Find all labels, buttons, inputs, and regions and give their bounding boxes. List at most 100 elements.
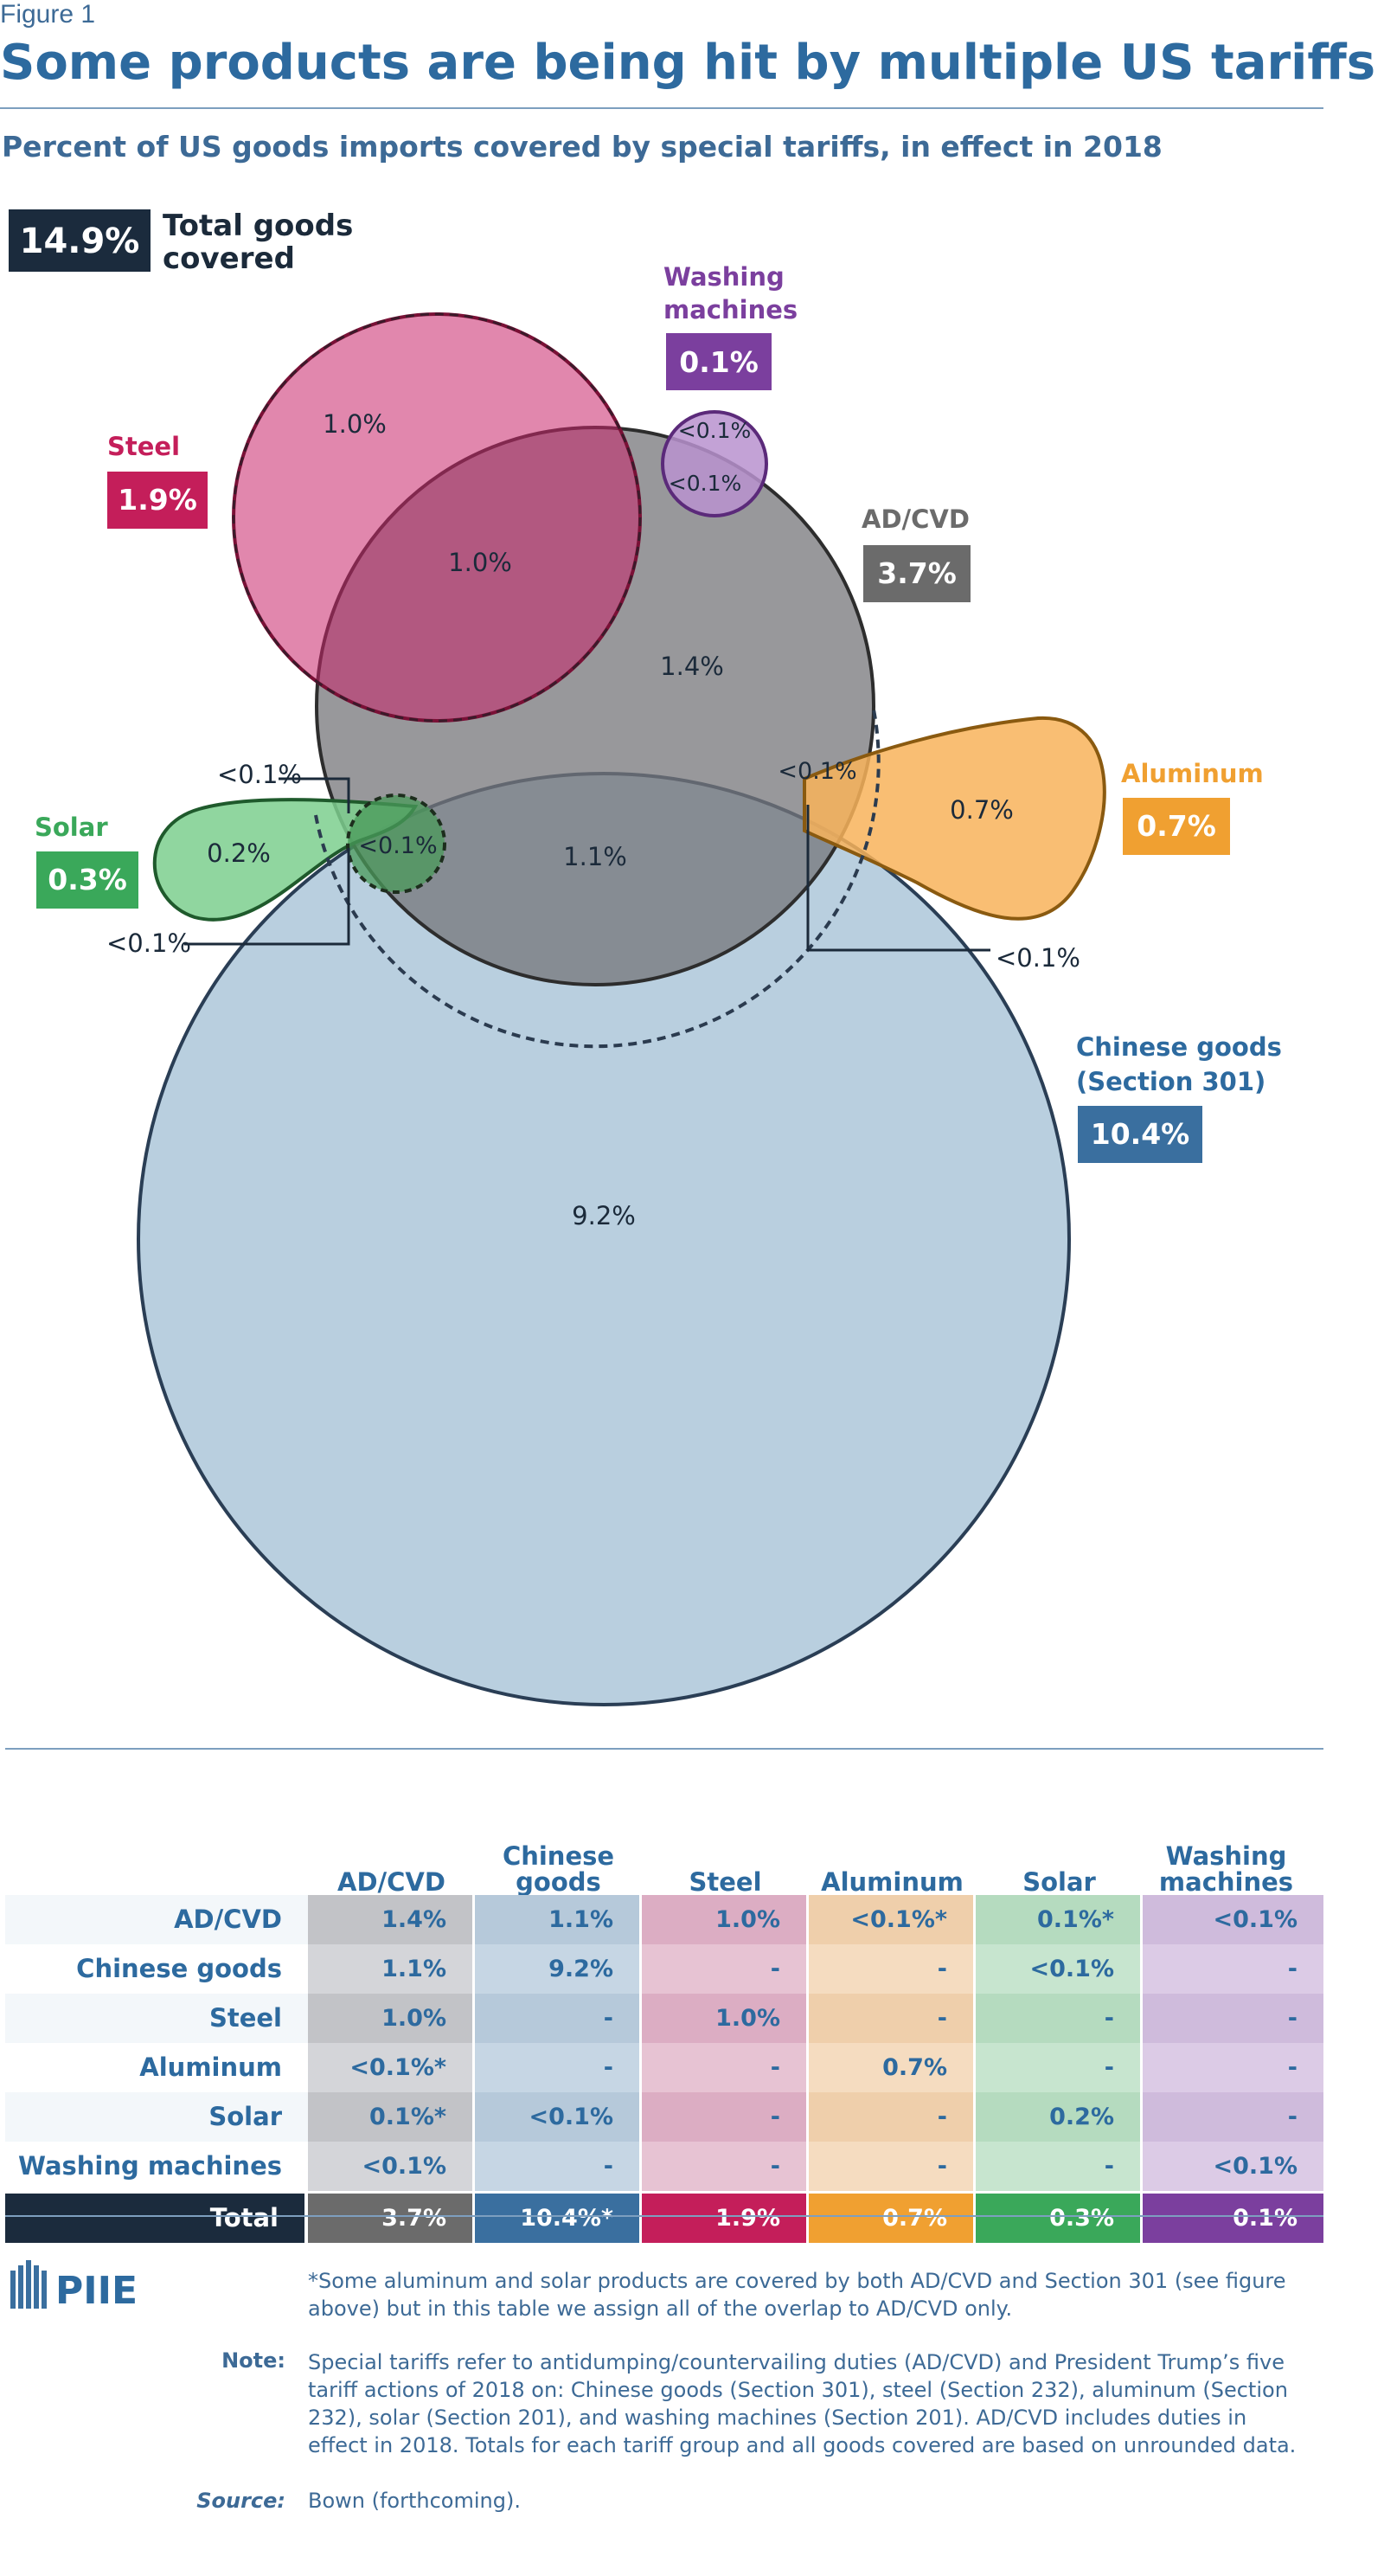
table-cell: -: [1143, 1994, 1323, 2043]
aluminum-label: Aluminum: [1121, 759, 1264, 788]
table-cell: -: [475, 2043, 639, 2092]
total-cell: 0.3%: [976, 2194, 1140, 2243]
region-washing-adcvd: <0.1%: [669, 471, 741, 496]
table-cell: -: [1143, 2092, 1323, 2142]
table-cell: <0.1%*: [809, 1895, 973, 1944]
table-cell: -: [642, 2092, 806, 2142]
aluminum-value-box: [1123, 798, 1230, 855]
column-header-line: Washing: [1165, 1841, 1287, 1871]
table-bottom-rule: [5, 2215, 1323, 2217]
region-washing-only: <0.1%: [678, 418, 751, 443]
table-cell: -: [976, 1994, 1140, 2043]
row-label: AD/CVD: [5, 1895, 308, 1944]
region-steel-adcvd: 1.0%: [448, 548, 512, 577]
table-cell: <0.1%: [1143, 2142, 1323, 2191]
region-adcvd-chinese: 1.1%: [563, 842, 627, 871]
chart-title: Some products are being hit by multiple …: [0, 35, 1376, 91]
table-row: Chinese goods 1.1% 9.2% - - <0.1% -: [5, 1944, 1323, 1994]
washing-label-2: machines: [663, 295, 798, 324]
table-cell: <0.1%*: [308, 2043, 472, 2092]
table-row: Solar 0.1%* <0.1% - -0.2% -: [5, 2092, 1323, 2142]
total-badge-box: [9, 209, 151, 272]
table-cell: -: [809, 1994, 973, 2043]
region-adcvd-only: 1.4%: [660, 652, 724, 681]
table-cell: -: [976, 2043, 1140, 2092]
region-chinese-only: 9.2%: [572, 1201, 636, 1230]
column-header: Washing machines: [1143, 1843, 1310, 1895]
solar-value-box: [36, 851, 138, 909]
aluminum-value: 0.7%: [1137, 809, 1216, 843]
steel-label: Steel: [107, 432, 180, 461]
source-text: Bown (forthcoming).: [308, 2489, 521, 2513]
solar-adcvd-overlap: [346, 793, 446, 894]
total-cell: 0.7%: [809, 2194, 973, 2243]
leader-line-solar-1: [279, 777, 350, 813]
table-cell: 0.2%: [976, 2092, 1140, 2142]
region-aluminum-chinese: <0.1%: [996, 943, 1080, 973]
region-solar-adcvd-chinese: <0.1%: [358, 832, 437, 859]
table-cell: -: [809, 1944, 973, 1994]
region-adcvd-chinese-aluminum: <0.1%: [778, 758, 856, 785]
table-cell: 1.0%: [642, 1895, 806, 1944]
row-label: Steel: [5, 1994, 308, 2043]
table-cell: -: [642, 2043, 806, 2092]
note-label: Note:: [221, 2348, 285, 2373]
row-label: Chinese goods: [5, 1944, 308, 1994]
column-header-line: AD/CVD: [337, 1867, 445, 1897]
table-cell: -: [809, 2142, 973, 2191]
table-cell: 9.2%: [475, 1944, 639, 1994]
washing-label-1: Washing: [663, 262, 785, 292]
piie-logo: PIIE: [10, 2260, 138, 2313]
chinese-label-1: Chinese goods: [1076, 1032, 1282, 1062]
figure-label: Figure 1: [0, 0, 96, 29]
table-cell: -: [1143, 1944, 1323, 1994]
table-cell: -: [475, 2142, 639, 2191]
column-header-line: Steel: [689, 1867, 762, 1897]
region-solar-adcvd: <0.1%: [217, 760, 302, 789]
table-cell: -: [976, 2142, 1140, 2191]
source-label: Source:: [196, 2489, 285, 2513]
total-badge-label-1: Total goods: [163, 209, 353, 243]
table-row: Washing machines <0.1% - - - - <0.1%: [5, 2142, 1323, 2191]
table-row: Aluminum <0.1%* - -0.7% - -: [5, 2043, 1323, 2092]
table-cell: <0.1%: [1143, 1895, 1323, 1944]
column-header-line: Chinese: [502, 1841, 615, 1871]
note-text: Special tariffs refer to antidumping/cou…: [308, 2350, 1297, 2457]
column-header-line: machines: [1158, 1867, 1294, 1897]
steel-value: 1.9%: [118, 483, 197, 517]
table-row: AD/CVD 1.4% 1.1% 1.0% <0.1%* 0.1%* <0.1%: [5, 1895, 1323, 1944]
chinese-value-box: [1078, 1106, 1202, 1163]
leader-line-solar-2: [184, 848, 350, 946]
table-top-rule: [5, 1748, 1323, 1750]
chart-subtitle: Percent of US goods imports covered by s…: [2, 130, 1163, 164]
column-header-line: goods: [516, 1867, 601, 1897]
region-solar-only: 0.2%: [207, 838, 271, 868]
column-header-line: Aluminum: [821, 1867, 964, 1897]
solar-value: 0.3%: [48, 863, 127, 896]
row-label: Aluminum: [5, 2043, 308, 2092]
table-header: AD/CVD Chinese goods Steel Aluminum Solar Wash…: [5, 1783, 1323, 1895]
total-badge-value: 14.9%: [20, 222, 140, 261]
column-header: Steel: [642, 1869, 809, 1895]
solar-label: Solar: [35, 813, 108, 842]
total-label: Total: [5, 2194, 304, 2243]
total-cell: 10.4%*: [475, 2194, 639, 2243]
washing-circle: [661, 410, 768, 517]
table-footnote: *Some aluminum and solar products are co…: [308, 2269, 1286, 2321]
chinese-label-2: (Section 301): [1076, 1067, 1265, 1096]
table-cell: -: [475, 1994, 639, 2043]
table-cell: 1.0%: [308, 1994, 472, 2043]
washing-value-box: [666, 333, 772, 390]
aluminum-blob: [803, 716, 1106, 921]
total-cell: 0.1%: [1143, 2194, 1323, 2243]
column-header: Solar: [976, 1869, 1143, 1895]
region-solar-chinese: <0.1%: [106, 928, 191, 958]
chinese-value: 10.4%: [1091, 1117, 1190, 1151]
table-cell: -: [1143, 2043, 1323, 2092]
title-rule: [0, 107, 1323, 109]
adcvd-value: 3.7%: [877, 556, 957, 590]
row-label: Solar: [5, 2092, 308, 2142]
table-total-row: Total 3.7% 10.4%* 1.9% 0.7% 0.3% 0.1%: [5, 2194, 1323, 2243]
table-cell: -: [642, 2142, 806, 2191]
column-header: Chinese goods: [475, 1843, 642, 1895]
